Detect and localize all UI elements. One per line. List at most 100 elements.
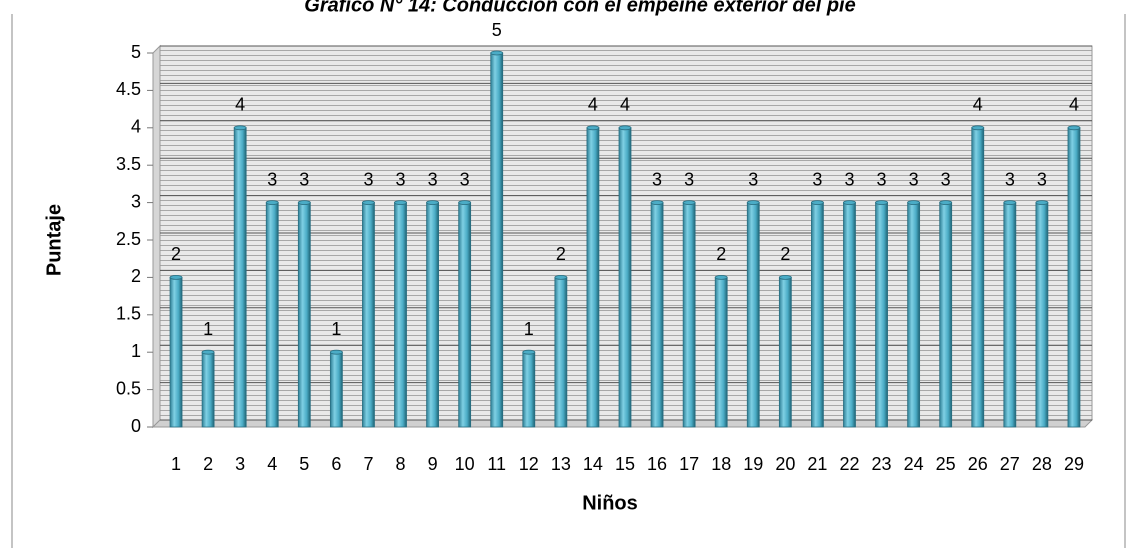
data-label: 1 <box>524 319 534 339</box>
bar <box>1003 200 1017 428</box>
x-tick-label: 13 <box>551 454 571 474</box>
bar <box>650 200 664 428</box>
x-tick-label: 1 <box>171 454 181 474</box>
bar <box>971 125 985 428</box>
bar <box>554 274 568 428</box>
bar <box>394 200 407 428</box>
data-label: 2 <box>171 244 181 264</box>
data-label: 3 <box>267 169 277 189</box>
bar <box>362 200 375 428</box>
data-label: 3 <box>460 169 470 189</box>
data-label: 3 <box>1037 169 1047 189</box>
data-label: 1 <box>203 319 213 339</box>
x-tick-label: 14 <box>583 454 603 474</box>
data-label: 3 <box>877 169 887 189</box>
x-tick-label: 5 <box>299 454 309 474</box>
x-tick-label: 26 <box>968 454 988 474</box>
data-label: 3 <box>428 169 438 189</box>
bar <box>618 125 632 428</box>
x-tick-label: 22 <box>839 454 859 474</box>
x-tick-label: 15 <box>615 454 635 474</box>
bar <box>778 274 792 428</box>
x-tick-label: 23 <box>872 454 892 474</box>
x-tick-label: 29 <box>1064 454 1084 474</box>
bar <box>875 200 888 428</box>
bar <box>843 200 856 428</box>
data-label: 3 <box>1005 169 1015 189</box>
x-tick-label: 24 <box>904 454 924 474</box>
bar <box>746 200 760 428</box>
data-label: 4 <box>973 95 983 115</box>
bar <box>201 349 215 428</box>
data-label: 3 <box>748 169 758 189</box>
bar <box>1035 200 1049 428</box>
y-tick-label: 0.5 <box>116 378 141 398</box>
bar <box>265 200 279 428</box>
x-tick-label: 19 <box>743 454 763 474</box>
y-tick-label: 1.5 <box>116 304 141 324</box>
data-label: 1 <box>331 319 341 339</box>
data-label: 4 <box>235 95 245 115</box>
bar <box>297 200 311 428</box>
x-tick-label: 7 <box>363 454 373 474</box>
data-label: 3 <box>363 169 373 189</box>
x-tick-label: 17 <box>679 454 699 474</box>
bar <box>586 125 600 428</box>
bar <box>811 200 824 428</box>
x-tick-label: 12 <box>519 454 539 474</box>
y-tick-label: 2.5 <box>116 229 141 249</box>
y-axis-title: Puntaje <box>43 204 65 276</box>
bar <box>522 349 536 428</box>
y-tick-label: 3.5 <box>116 154 141 174</box>
x-tick-label: 9 <box>428 454 438 474</box>
data-label: 2 <box>716 244 726 264</box>
data-label: 3 <box>941 169 951 189</box>
x-axis-title: Niños <box>582 492 638 514</box>
y-tick-label: 4.5 <box>116 79 141 99</box>
bar <box>233 125 247 428</box>
x-tick-label: 25 <box>936 454 956 474</box>
x-tick-label: 21 <box>807 454 827 474</box>
bar <box>907 200 921 428</box>
data-label: 4 <box>1069 95 1079 115</box>
y-tick-label: 5 <box>131 42 141 62</box>
bar <box>169 274 183 428</box>
x-tick-label: 11 <box>487 454 506 474</box>
data-label: 4 <box>588 95 598 115</box>
bar <box>682 200 696 428</box>
x-tick-label: 3 <box>235 454 245 474</box>
bar <box>939 200 953 428</box>
data-label: 3 <box>396 169 406 189</box>
data-label: 2 <box>780 244 790 264</box>
x-tick-label: 2 <box>203 454 213 474</box>
x-tick-label: 28 <box>1032 454 1052 474</box>
bar <box>714 274 728 428</box>
data-label: 2 <box>556 244 566 264</box>
y-tick-label: 2 <box>131 266 141 286</box>
chart-title: Gráfico N° 14: Conducción con el empeine… <box>304 0 855 16</box>
x-tick-label: 16 <box>647 454 667 474</box>
data-label: 3 <box>812 169 822 189</box>
data-label: 3 <box>909 169 919 189</box>
bar <box>329 349 343 428</box>
y-tick-label: 3 <box>131 191 141 211</box>
x-tick-label: 27 <box>1000 454 1020 474</box>
x-tick-label: 6 <box>331 454 341 474</box>
x-tick-label: 18 <box>711 454 731 474</box>
data-label: 4 <box>620 95 630 115</box>
y-tick-label: 0 <box>131 416 141 436</box>
bar <box>458 200 472 428</box>
data-label: 3 <box>652 169 662 189</box>
x-tick-label: 10 <box>455 454 475 474</box>
bar <box>426 200 439 428</box>
data-label: 3 <box>299 169 309 189</box>
data-label: 3 <box>684 169 694 189</box>
x-tick-label: 20 <box>775 454 795 474</box>
y-tick-label: 4 <box>131 117 141 137</box>
data-label: 5 <box>492 20 502 40</box>
y-tick-label: 1 <box>131 341 141 361</box>
bar <box>490 50 504 428</box>
x-tick-label: 4 <box>267 454 277 474</box>
data-label: 3 <box>844 169 854 189</box>
